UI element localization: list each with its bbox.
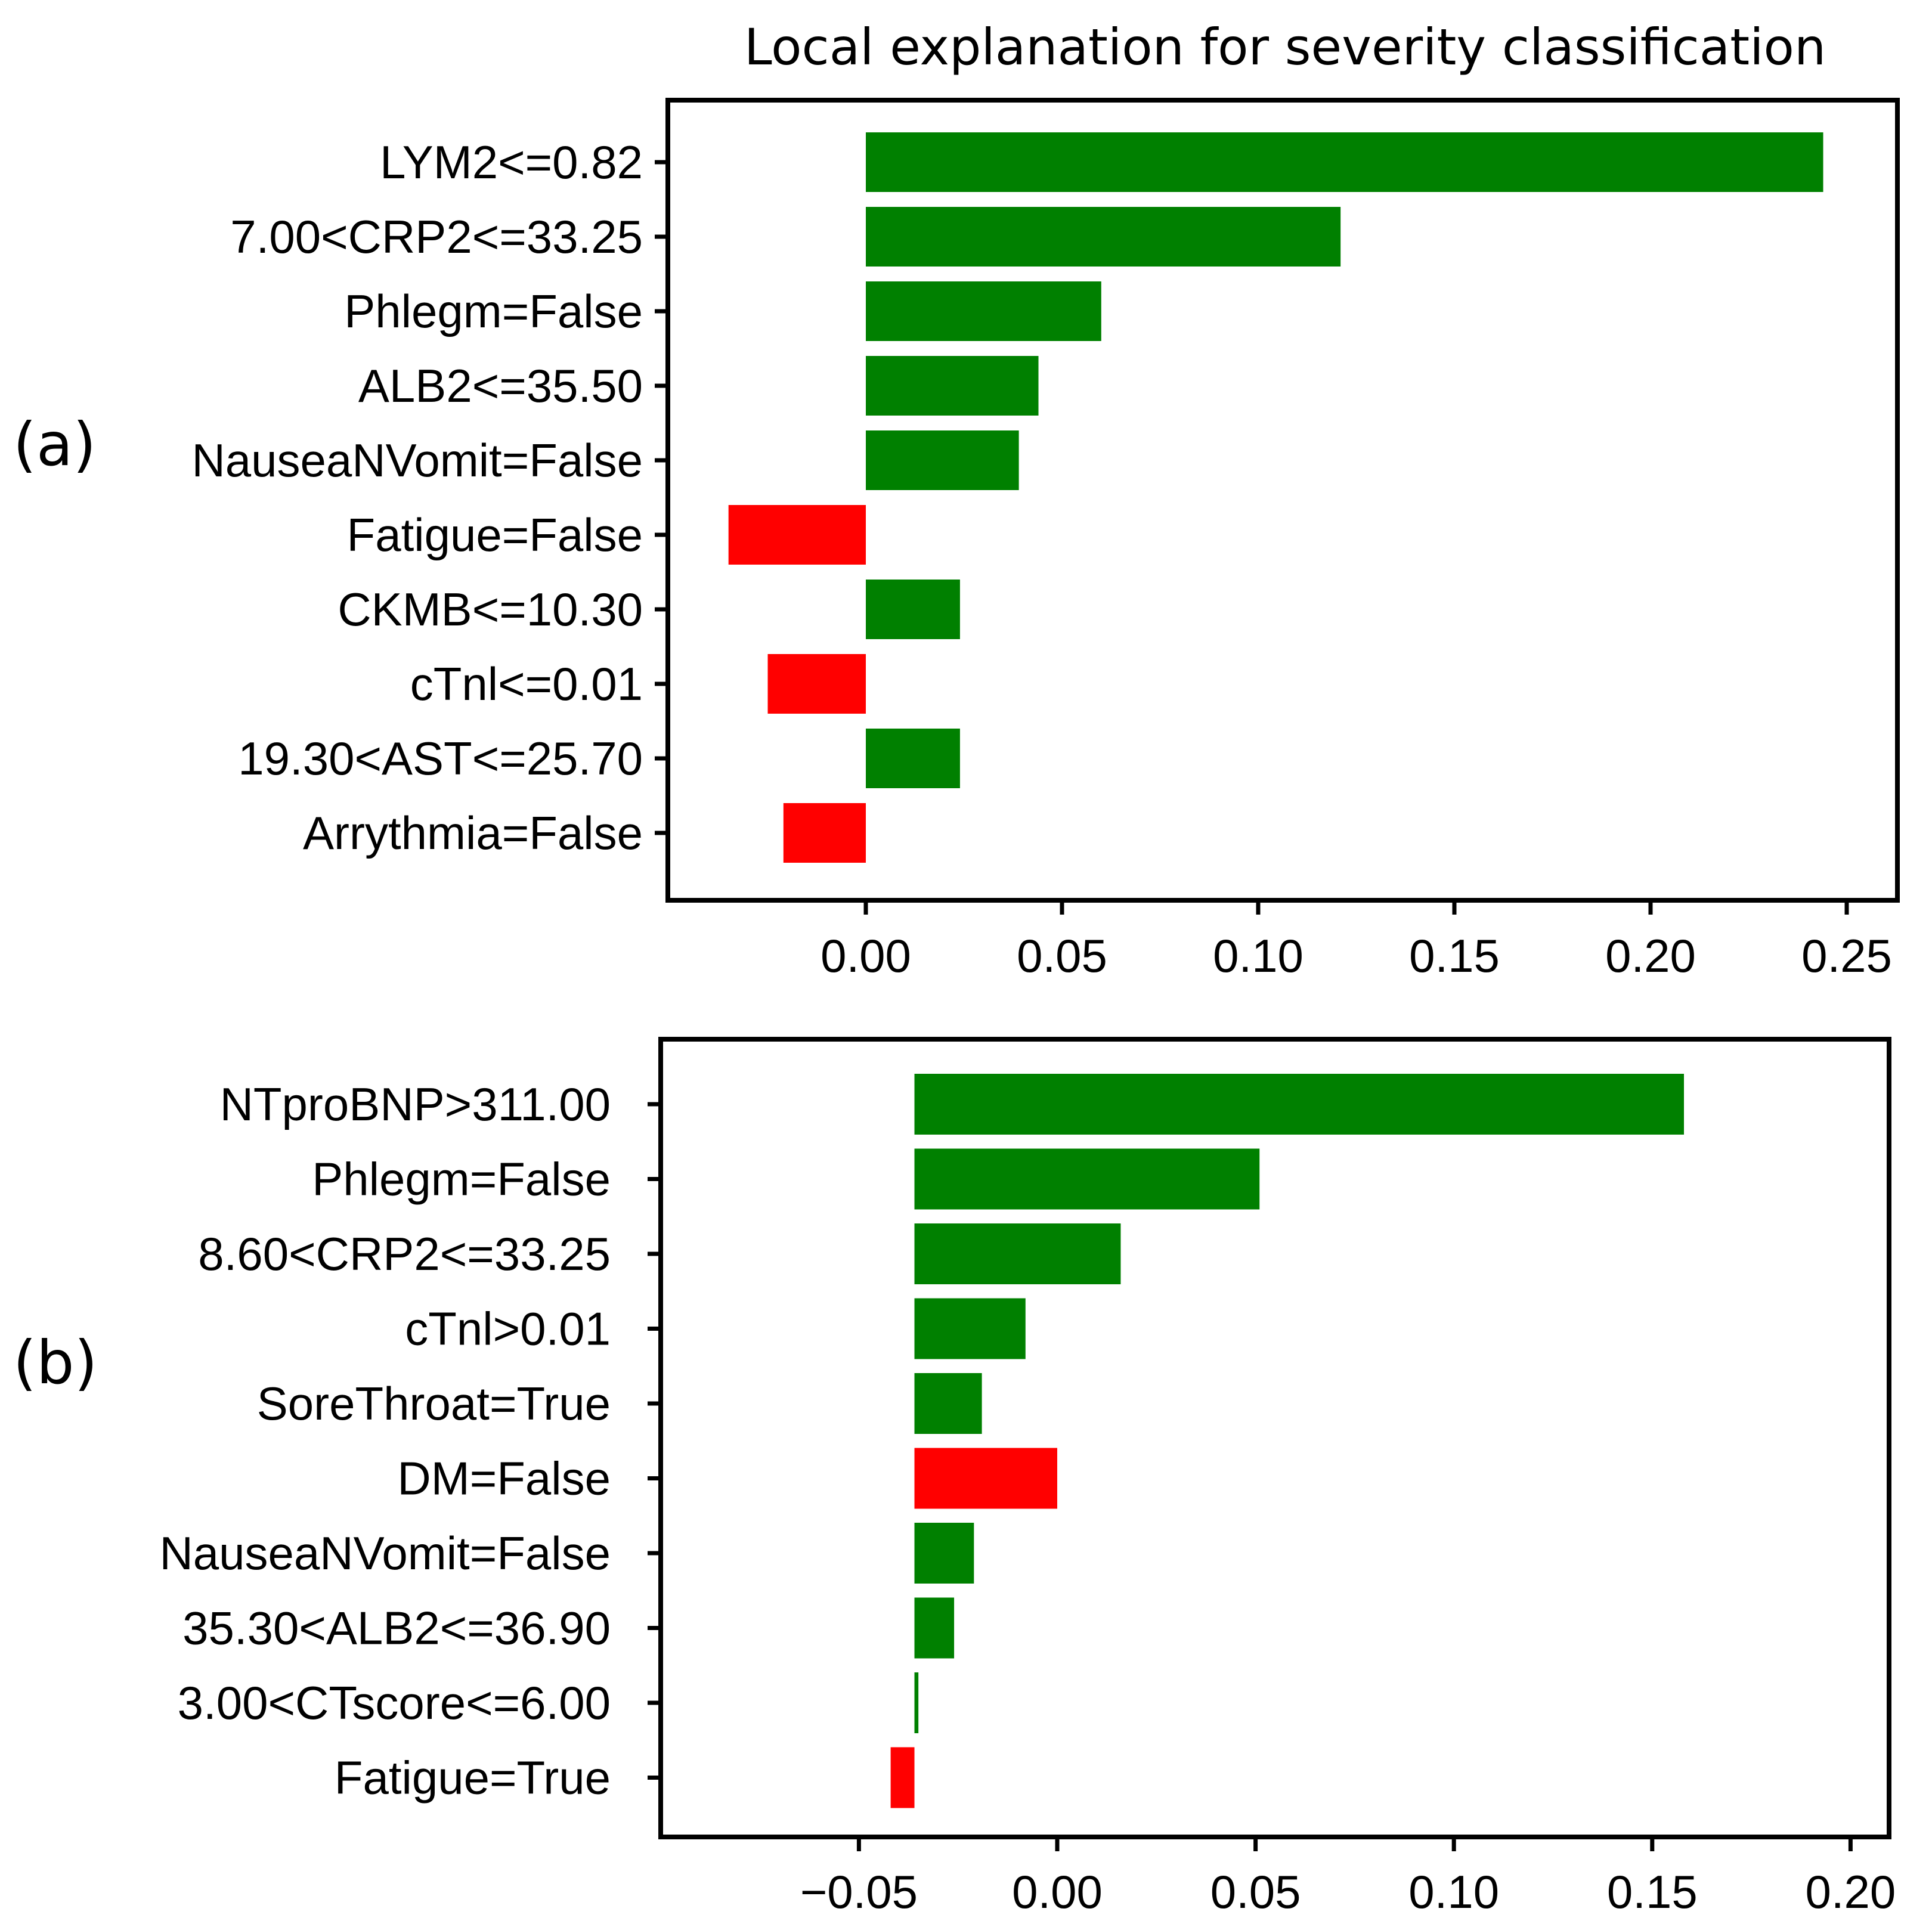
bar-a-2 <box>866 207 1341 267</box>
bar-b-4 <box>914 1298 1026 1359</box>
bar-a-9 <box>866 729 960 788</box>
x-tick-label-b-5: 0.15 <box>1607 1866 1698 1918</box>
category-label-b-2: Phlegm=False <box>312 1153 611 1206</box>
plot-frame-b <box>658 1037 1891 1839</box>
category-label-a-3: Phlegm=False <box>344 285 643 337</box>
x-tick-label-a-1: 0.00 <box>821 930 911 982</box>
category-label-a-10: Arrythmia=False <box>303 807 643 859</box>
bar-b-3 <box>914 1223 1121 1284</box>
category-label-b-1: NTproBNP>311.00 <box>220 1078 611 1130</box>
bar-a-6 <box>728 505 866 565</box>
bar-b-7 <box>914 1523 974 1584</box>
category-label-a-2: 7.00<CRP2<=33.25 <box>230 210 643 263</box>
category-label-a-1: LYM2<=0.82 <box>380 136 643 188</box>
category-label-a-9: 19.30<AST<=25.70 <box>238 732 643 785</box>
category-label-b-7: NauseaNVomit=False <box>159 1527 611 1579</box>
bar-b-2 <box>914 1148 1260 1210</box>
category-label-a-5: NauseaNVomit=False <box>191 434 643 487</box>
y-tick-labels-b: NTproBNP>311.00 Phlegm=False 8.60<CRP2<=33… <box>159 1078 661 1804</box>
bars-a <box>728 132 1823 863</box>
x-ticks-a: 0.00 0.05 0.10 0.15 0.20 0.25 <box>821 900 1892 982</box>
chart-title: Local explanation for severity classific… <box>744 18 1826 76</box>
category-label-b-5: SoreThroat=True <box>257 1377 611 1430</box>
category-label-b-6: DM=False <box>397 1452 611 1505</box>
bar-a-10 <box>783 803 866 863</box>
category-label-b-10: Fatigue=True <box>335 1752 611 1804</box>
bar-a-7 <box>866 580 960 639</box>
x-tick-label-a-4: 0.15 <box>1409 930 1500 982</box>
panel-b: (b) NTproBNP>311.00 Phlegm=False 8.60<CRP2… <box>13 1037 1896 1918</box>
category-label-a-4: ALB2<=35.50 <box>358 360 643 412</box>
bar-a-1 <box>866 132 1823 192</box>
bar-b-10 <box>890 1747 915 1808</box>
bar-b-8 <box>914 1597 955 1659</box>
bar-a-4 <box>866 356 1039 416</box>
x-tick-label-a-6: 0.25 <box>1801 930 1892 982</box>
x-tick-label-b-4: 0.10 <box>1408 1866 1499 1918</box>
category-label-a-6: Fatigue=False <box>347 509 643 561</box>
x-tick-label-b-6: 0.20 <box>1805 1866 1896 1918</box>
x-tick-label-b-3: 0.05 <box>1210 1866 1301 1918</box>
panel-label-b: (b) <box>13 1328 98 1398</box>
bar-b-9 <box>914 1672 919 1733</box>
bar-b-5 <box>914 1373 982 1434</box>
x-tick-label-b-2: 0.00 <box>1012 1866 1103 1918</box>
category-label-b-3: 8.60<CRP2<=33.25 <box>198 1228 611 1280</box>
bar-b-6 <box>914 1448 1057 1509</box>
panel-label-a: (a) <box>13 410 96 479</box>
x-tick-label-b-1: −0.05 <box>800 1866 918 1918</box>
bar-a-5 <box>866 430 1019 490</box>
panel-a: (a) LYM2<=0.82 7.00<CRP2<=33.25 Phlegm=Fal… <box>13 98 1900 982</box>
category-label-a-7: CKMB<=10.30 <box>338 583 643 636</box>
x-ticks-b: −0.05 0.00 0.05 0.10 0.15 0.20 <box>800 1837 1896 1918</box>
category-label-b-8: 35.30<ALB2<=36.90 <box>182 1602 611 1655</box>
plot-frame-a <box>665 98 1900 903</box>
y-tick-labels-a: LYM2<=0.82 7.00<CRP2<=33.25 Phlegm=False AL… <box>191 136 668 859</box>
x-tick-label-a-2: 0.05 <box>1017 930 1107 982</box>
bars-b <box>890 1074 1685 1808</box>
category-label-b-9: 3.00<CTscore<=6.00 <box>178 1677 611 1729</box>
x-tick-label-a-5: 0.20 <box>1605 930 1696 982</box>
bar-b-1 <box>914 1074 1685 1135</box>
x-tick-label-a-3: 0.10 <box>1213 930 1304 982</box>
bar-a-3 <box>866 281 1101 341</box>
category-label-a-8: cTnl<=0.01 <box>410 658 643 710</box>
bar-a-8 <box>767 654 866 714</box>
category-label-b-4: cTnl>0.01 <box>405 1303 611 1355</box>
